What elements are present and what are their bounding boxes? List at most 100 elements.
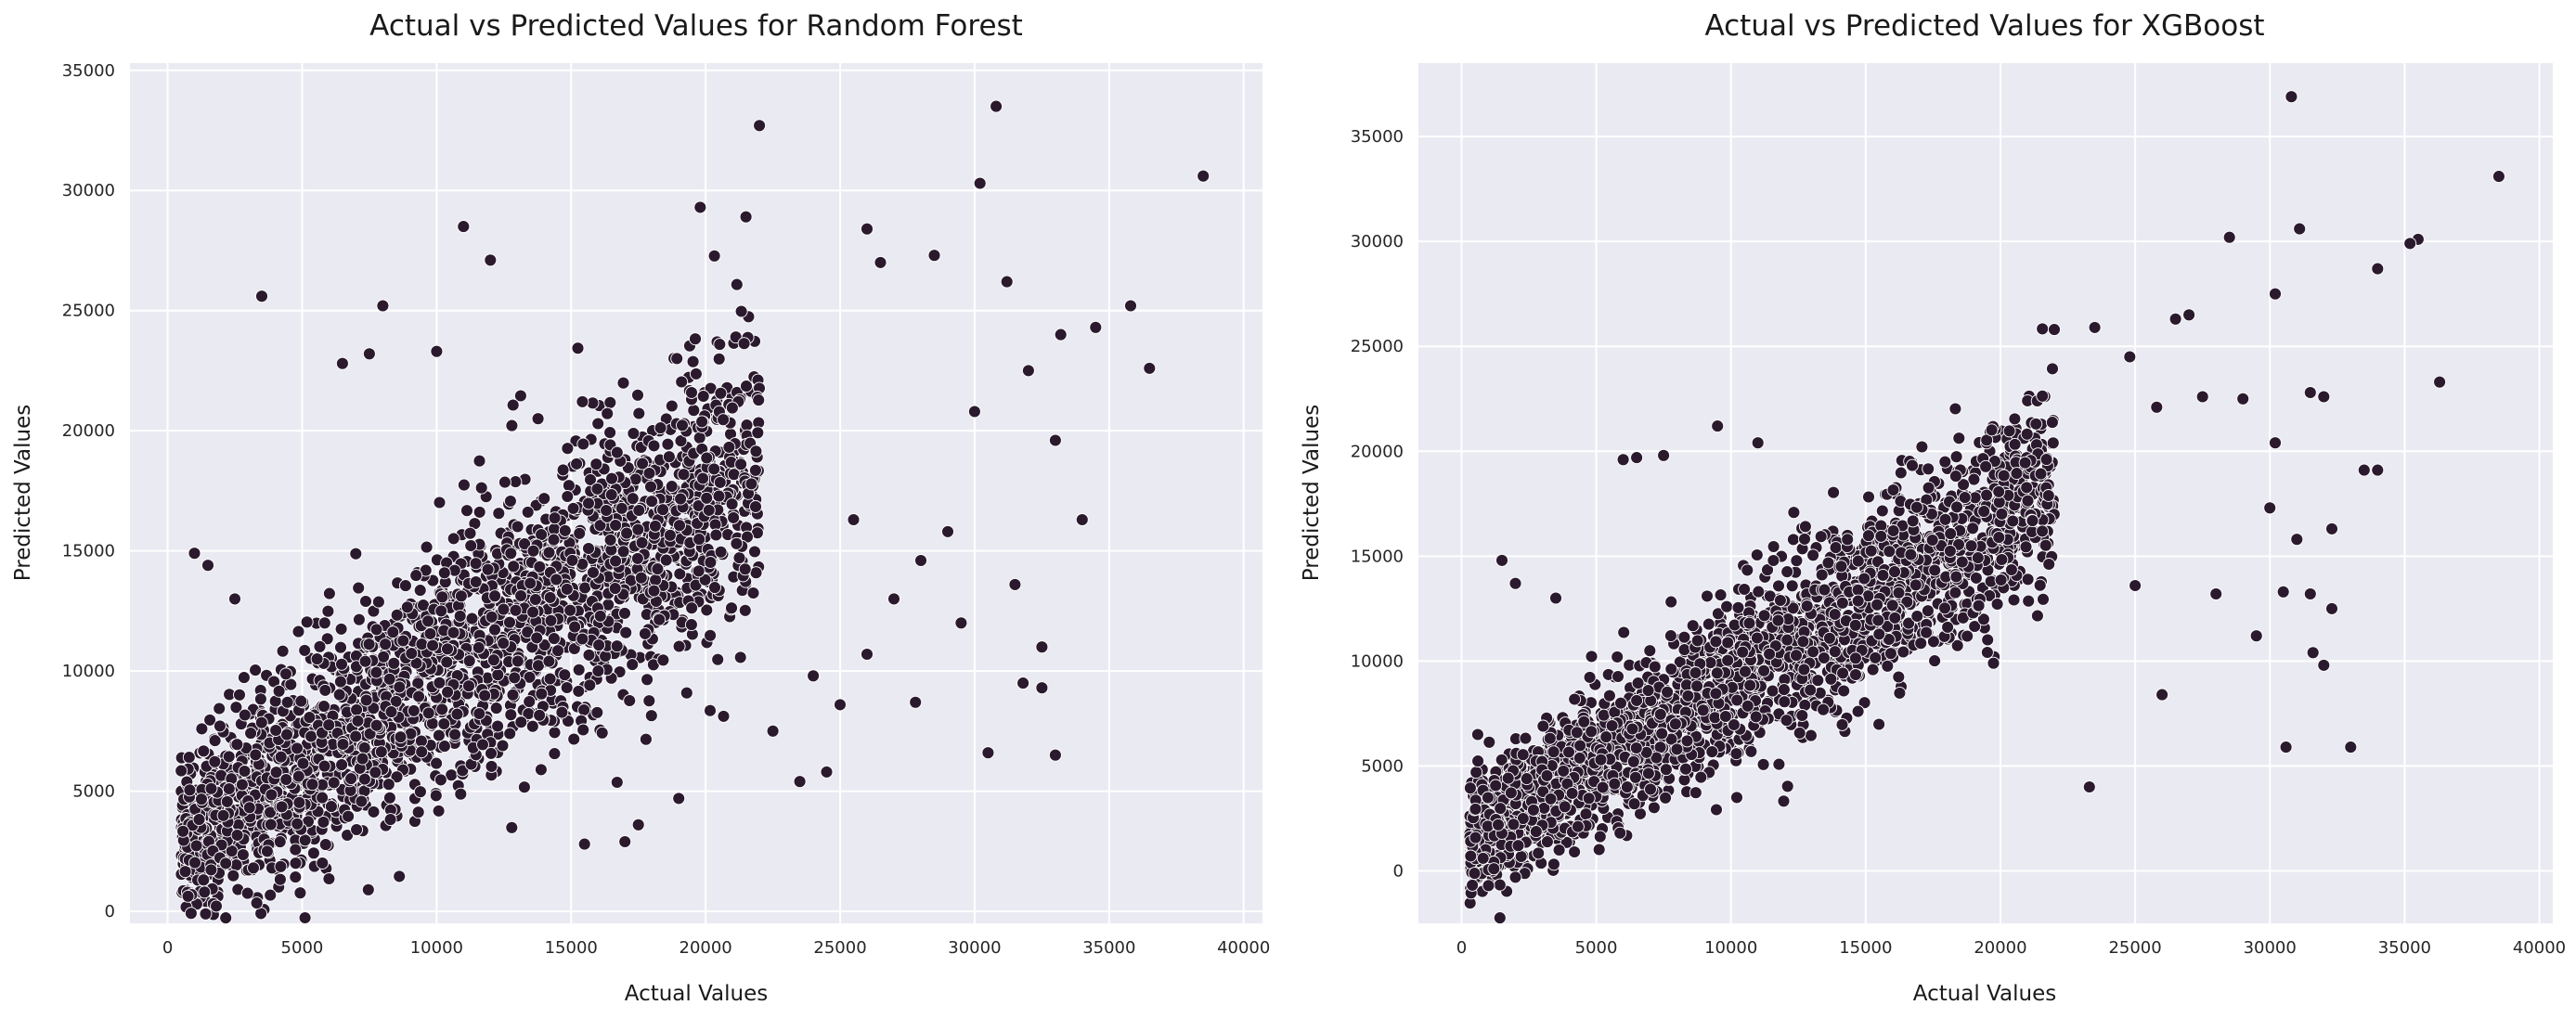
y-tick-label: 15000: [62, 542, 115, 561]
scatter-point: [714, 545, 728, 559]
scatter-point: [576, 723, 590, 737]
scatter-point: [1728, 618, 1741, 632]
scatter-point: [535, 687, 549, 701]
scatter-point: [291, 625, 305, 638]
scatter-point: [583, 678, 597, 692]
scatter-point: [967, 405, 981, 419]
y-tick-label: 35000: [62, 61, 115, 81]
scatter-point: [367, 805, 381, 818]
scatter-point: [1469, 766, 1483, 780]
scatter-point: [909, 695, 923, 709]
scatter-point: [725, 601, 738, 615]
scatter-point: [748, 463, 762, 477]
scatter-point: [222, 782, 236, 795]
scatter-point: [472, 505, 486, 519]
x-tick-label: 5000: [281, 938, 324, 958]
scatter-point: [746, 586, 760, 599]
scatter-point: [700, 491, 714, 505]
scatter-point: [1744, 744, 1758, 758]
scatter-point: [1914, 637, 1928, 651]
scatter-point: [649, 573, 663, 586]
scatter-point: [1702, 617, 1715, 631]
scatter-point: [639, 732, 653, 746]
scatter-point: [1921, 604, 1935, 618]
scatter-point: [1532, 846, 1546, 860]
scatter-point: [1862, 490, 1875, 504]
scatter-point: [413, 584, 427, 598]
scatter-point: [568, 620, 582, 634]
scatter-point: [435, 590, 449, 604]
scatter-point: [505, 419, 519, 432]
scatter-point: [213, 702, 227, 715]
scatter-point: [2008, 437, 2022, 451]
scatter-point: [321, 604, 335, 618]
scatter-point: [1643, 644, 1657, 658]
scatter-point: [362, 347, 376, 361]
scatter-point: [2042, 558, 2056, 571]
scatter-point: [1631, 677, 1645, 690]
scatter-point: [1987, 656, 2000, 670]
scatter-point: [1021, 364, 1035, 378]
scatter-point: [1035, 640, 1049, 654]
scatter-point: [627, 427, 641, 441]
scatter-point: [521, 505, 535, 519]
scatter-point: [556, 463, 570, 477]
scatter-point: [189, 839, 203, 853]
scatter-point: [636, 457, 650, 470]
scatter-point: [793, 775, 807, 789]
scatter-point: [432, 804, 446, 818]
scatter-point: [673, 567, 687, 581]
scatter-point: [548, 522, 561, 536]
scatter-point: [656, 503, 670, 517]
scatter-point: [582, 542, 595, 555]
scatter-point: [310, 652, 324, 666]
scatter-point: [358, 654, 372, 668]
y-tick-label: 5000: [72, 782, 115, 802]
scatter-point: [429, 789, 443, 803]
scatter-point: [390, 608, 404, 622]
scatter-point: [264, 888, 278, 902]
scatter-point: [1612, 670, 1625, 683]
scatter-point: [548, 511, 562, 525]
y-tick-label: 20000: [62, 421, 115, 441]
scatter-point: [230, 738, 244, 752]
scatter-point: [298, 643, 312, 657]
scatter-point: [543, 672, 557, 686]
scatter-point: [359, 693, 373, 707]
scatter-point: [289, 870, 303, 884]
scatter-point: [437, 740, 451, 754]
scatter-point: [1777, 794, 1791, 808]
scatter-point: [1583, 670, 1597, 684]
scatter-point: [523, 670, 537, 684]
scatter-point: [1785, 579, 1799, 593]
scatter-point: [615, 501, 628, 515]
scatter-point: [195, 722, 209, 736]
scatter-point: [737, 337, 751, 351]
scatter-point: [1817, 702, 1831, 716]
scatter-point: [1611, 650, 1625, 664]
scatter-point: [711, 652, 725, 666]
scatter-point: [1495, 753, 1508, 767]
y-tick-label: 25000: [62, 302, 115, 321]
scatter-point: [571, 341, 585, 355]
scatter-point: [2002, 424, 2016, 438]
scatter-point: [531, 412, 545, 426]
scatter-point: [1054, 328, 1068, 341]
x-tick-label: 20000: [680, 938, 732, 958]
scatter-point: [620, 526, 634, 540]
x-axis-label: Actual Values: [625, 982, 769, 1006]
scatter-point: [609, 519, 623, 532]
scatter-point: [409, 569, 423, 583]
scatter-point: [1035, 681, 1049, 695]
scatter-point: [623, 694, 637, 707]
scatter-point: [1966, 522, 1980, 535]
scatter-point: [861, 648, 874, 661]
scatter-point: [293, 886, 307, 900]
scatter-point: [316, 791, 330, 805]
scatter-point: [188, 547, 201, 561]
scatter-point: [675, 375, 689, 389]
scatter-point: [1016, 677, 1030, 690]
scatter-point: [228, 592, 241, 606]
scatter-point: [725, 401, 739, 415]
scatter-point: [1543, 731, 1557, 745]
